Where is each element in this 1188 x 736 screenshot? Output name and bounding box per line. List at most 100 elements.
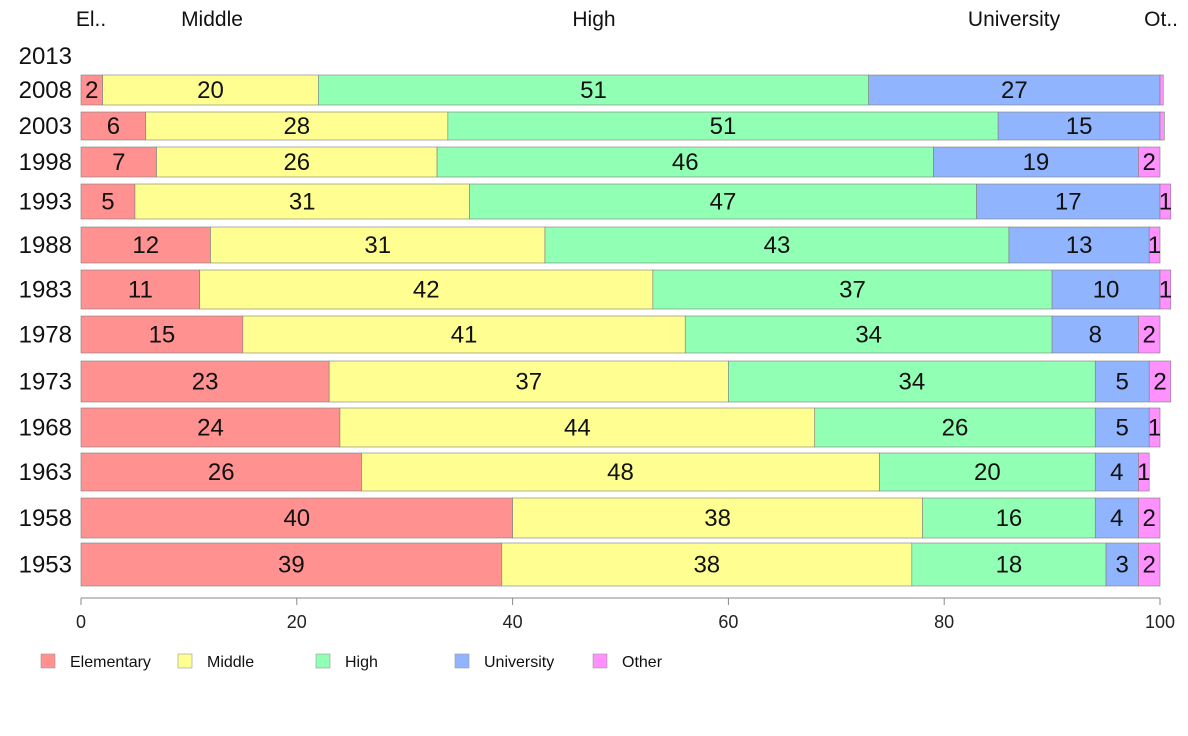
y-tick-label-1973: 1973 bbox=[19, 369, 72, 396]
bar-1978-elementary bbox=[80, 315, 244, 354]
data-label-1983-other: 1 bbox=[1159, 277, 1172, 304]
bar-2008-high bbox=[318, 74, 869, 106]
data-label-1973-other: 2 bbox=[1153, 369, 1166, 396]
data-label-1968-other: 1 bbox=[1148, 415, 1161, 442]
data-label-1993-high: 47 bbox=[710, 189, 737, 216]
legend-swatch-university bbox=[454, 653, 470, 669]
bar-2003-high bbox=[447, 111, 999, 141]
legend-swatch-high bbox=[315, 653, 331, 669]
bar-1963-other bbox=[1138, 452, 1150, 492]
legend-swatch-other bbox=[592, 653, 608, 669]
bar-1988-university bbox=[1008, 226, 1150, 264]
data-label-1953-university: 3 bbox=[1116, 552, 1129, 579]
bar-1958-middle bbox=[512, 497, 923, 539]
data-label-1973-university: 5 bbox=[1116, 369, 1129, 396]
bar-1963-high bbox=[879, 452, 1096, 492]
x-tick-label-20: 20 bbox=[287, 612, 307, 632]
y-tick-label-1998: 1998 bbox=[19, 149, 72, 176]
bar-1988-other bbox=[1148, 226, 1161, 264]
bar-2008-middle bbox=[102, 74, 319, 106]
data-label-1983-high: 37 bbox=[839, 277, 866, 304]
bar-1998-high bbox=[436, 146, 934, 178]
top-label-university: University bbox=[968, 8, 1061, 31]
bar-1973-high bbox=[728, 360, 1096, 403]
bar-2003-middle bbox=[145, 111, 449, 141]
bar-1983-other bbox=[1159, 269, 1172, 310]
data-label-1978-elementary: 15 bbox=[149, 322, 176, 349]
data-label-1963-high: 20 bbox=[974, 459, 1001, 486]
top-label-middle: Middle bbox=[181, 8, 243, 31]
legend-label-middle: Middle bbox=[207, 654, 254, 671]
y-tick-label-1983: 1983 bbox=[19, 277, 72, 304]
legend-label-other: Other bbox=[622, 654, 663, 671]
data-label-1968-university: 5 bbox=[1116, 415, 1129, 442]
bar-1963-elementary bbox=[80, 452, 362, 492]
bar-1968-high bbox=[814, 407, 1096, 448]
data-label-2008-elementary: 2 bbox=[85, 77, 98, 104]
data-label-1958-high: 16 bbox=[996, 505, 1023, 532]
bar-1953-middle bbox=[501, 542, 913, 587]
bar-1973-elementary bbox=[80, 360, 330, 403]
data-label-1983-university: 10 bbox=[1093, 277, 1120, 304]
data-label-2003-elementary: 6 bbox=[107, 113, 120, 140]
bar-1983-middle bbox=[199, 269, 654, 310]
bar-1973-other bbox=[1148, 360, 1172, 403]
y-tick-label-1963: 1963 bbox=[19, 459, 72, 486]
bar-1978-other bbox=[1138, 315, 1161, 354]
bar-1973-university bbox=[1094, 360, 1150, 403]
bar-1968-middle bbox=[339, 407, 816, 448]
data-label-1953-middle: 38 bbox=[693, 552, 720, 579]
data-label-2003-middle: 28 bbox=[283, 113, 310, 140]
bar-1968-elementary bbox=[80, 407, 341, 448]
data-label-1958-middle: 38 bbox=[704, 505, 731, 532]
data-label-1973-elementary: 23 bbox=[192, 369, 219, 396]
data-label-1993-middle: 31 bbox=[289, 189, 316, 216]
bar-1988-high bbox=[544, 226, 1010, 264]
data-label-2003-university: 15 bbox=[1066, 113, 1093, 140]
bar-2008-other bbox=[1159, 74, 1164, 106]
data-label-1983-elementary: 11 bbox=[128, 277, 153, 304]
bar-1958-other bbox=[1138, 497, 1161, 539]
legend-label-elementary: Elementary bbox=[70, 654, 151, 671]
data-label-1978-middle: 41 bbox=[451, 322, 478, 349]
bar-1998-elementary bbox=[80, 146, 157, 178]
bar-1958-university bbox=[1094, 497, 1139, 539]
data-label-1953-elementary: 39 bbox=[278, 552, 305, 579]
data-label-2003-high: 51 bbox=[710, 113, 737, 140]
x-tick-label-0: 0 bbox=[76, 612, 86, 632]
data-label-1978-high: 34 bbox=[855, 322, 882, 349]
bar-1983-elementary bbox=[80, 269, 200, 310]
y-tick-label-1993: 1993 bbox=[19, 189, 72, 216]
legend-swatch-elementary bbox=[40, 653, 56, 669]
y-tick-label-1978: 1978 bbox=[19, 322, 72, 349]
data-label-1968-middle: 44 bbox=[564, 415, 591, 442]
data-label-1953-other: 2 bbox=[1143, 552, 1156, 579]
data-label-1968-elementary: 24 bbox=[197, 415, 224, 442]
data-label-2008-high: 51 bbox=[580, 77, 607, 104]
data-label-1963-university: 4 bbox=[1110, 459, 1123, 486]
bar-1998-other bbox=[1138, 146, 1161, 178]
bar-1978-university bbox=[1051, 315, 1139, 354]
bar-1978-middle bbox=[242, 315, 686, 354]
y-tick-label-2008: 2008 bbox=[19, 77, 72, 104]
data-label-1998-elementary: 7 bbox=[112, 149, 125, 176]
bar-1993-high bbox=[469, 183, 977, 220]
data-label-1988-middle: 31 bbox=[364, 232, 391, 259]
bar-1958-high bbox=[922, 497, 1096, 539]
bar-2003-other bbox=[1159, 111, 1165, 141]
data-label-1973-high: 34 bbox=[898, 369, 925, 396]
data-label-1953-high: 18 bbox=[996, 552, 1023, 579]
legend-label-high: High bbox=[345, 654, 378, 671]
data-label-1973-middle: 37 bbox=[515, 369, 542, 396]
bar-1953-other bbox=[1138, 542, 1161, 587]
data-label-1988-elementary: 12 bbox=[132, 232, 159, 259]
bar-1998-middle bbox=[156, 146, 438, 178]
data-label-2008-middle: 20 bbox=[197, 77, 224, 104]
data-label-1963-other: 1 bbox=[1137, 459, 1150, 486]
bar-1998-university bbox=[933, 146, 1139, 178]
legend-swatch-middle bbox=[177, 653, 193, 669]
bar-1993-elementary bbox=[80, 183, 136, 220]
data-label-1963-elementary: 26 bbox=[208, 459, 235, 486]
y-tick-label-1968: 1968 bbox=[19, 415, 72, 442]
data-label-1993-other: 1 bbox=[1159, 189, 1172, 216]
